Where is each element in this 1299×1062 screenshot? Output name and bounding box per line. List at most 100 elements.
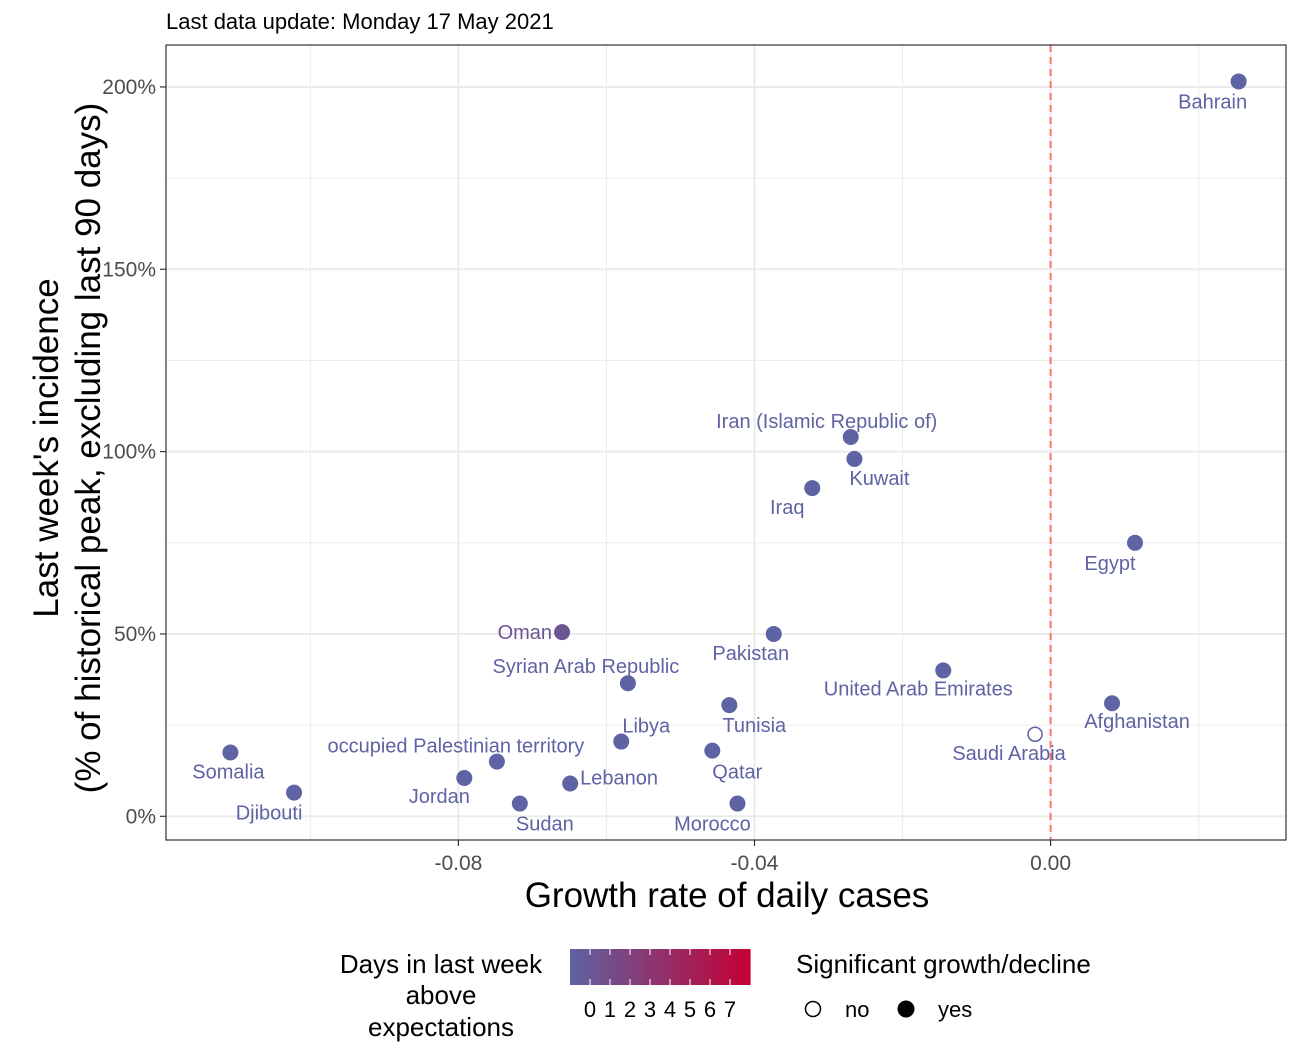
color-bar-segment <box>601 949 607 985</box>
color-bar-segment <box>687 949 693 985</box>
labels-layer: Bahrain Iran (Islamic Republic of) Kuwait I… <box>192 91 1247 835</box>
point-label: Oman <box>498 622 552 644</box>
y-axis-title-line2: (% of historical peak, excluding last 90… <box>69 103 108 794</box>
color-bar-segment <box>579 949 585 985</box>
color-bar-segment <box>615 949 621 985</box>
point-label: Tunisia <box>722 715 787 737</box>
color-bar-segment <box>606 949 612 985</box>
color-bar-segment <box>678 949 684 985</box>
data-point <box>1104 695 1121 712</box>
color-bar-segment <box>669 949 675 985</box>
color-bar-segment <box>588 949 594 985</box>
data-point <box>765 625 782 642</box>
x-tick-label: -0.04 <box>731 852 779 875</box>
point-label: Qatar <box>712 762 762 784</box>
color-bar-segment <box>741 949 747 985</box>
point-label: Bahrain <box>1178 91 1247 113</box>
data-point <box>619 675 636 692</box>
color-bar-segment <box>642 949 648 985</box>
color-bar-segment <box>745 949 751 985</box>
data-point <box>721 697 738 714</box>
color-bar-segment <box>646 949 652 985</box>
color-bar-segment <box>732 949 738 985</box>
color-bar-segment <box>696 949 702 985</box>
color-bar-label: 3 <box>644 997 656 1022</box>
data-point-open <box>1027 726 1043 742</box>
color-legend-title-2: above <box>406 980 477 1010</box>
point-label: Egypt <box>1084 553 1136 575</box>
y-tick-label: 100% <box>102 441 156 464</box>
data-point <box>935 662 952 679</box>
point-label: Afghanistan <box>1084 711 1190 733</box>
color-bar-segment <box>691 949 697 985</box>
point-label: Iran (Islamic Republic of) <box>716 411 937 433</box>
data-point <box>511 795 528 812</box>
data-point <box>488 753 505 770</box>
y-tick-label: 0% <box>126 805 156 828</box>
color-bar-segment <box>714 949 720 985</box>
color-bar-label: 7 <box>724 997 736 1022</box>
data-point <box>804 480 821 497</box>
point-label: Iraq <box>770 497 804 519</box>
data-point <box>562 775 579 792</box>
point-label: United Arab Emirates <box>824 678 1013 700</box>
color-bar-label: 6 <box>704 997 716 1022</box>
point-label: Pakistan <box>712 643 789 665</box>
panel-border <box>165 44 1287 841</box>
color-bar-segment <box>624 949 630 985</box>
color-bar-segment <box>660 949 666 985</box>
color-bar-segment <box>592 949 598 985</box>
shape-legend: Significant growth/decline no yes <box>796 949 1091 1022</box>
color-bar-segment <box>619 949 625 985</box>
color-bar-segment <box>723 949 729 985</box>
color-bar-label: 0 <box>584 997 596 1022</box>
point-label: Jordan <box>409 786 470 808</box>
data-point <box>222 744 239 761</box>
point-label: Syrian Arab Republic <box>493 656 680 678</box>
y-axis-title-line1: Last week's incidence <box>27 278 66 617</box>
x-tick-label: 0.00 <box>1030 852 1071 875</box>
point-label: Morocco <box>674 814 751 836</box>
color-bar-label: 1 <box>604 997 616 1022</box>
color-bar-segment <box>570 949 576 985</box>
data-point <box>554 624 571 641</box>
color-bar-segment <box>709 949 715 985</box>
color-bar-segment <box>633 949 639 985</box>
data-point <box>842 429 859 446</box>
data-point <box>1126 534 1143 551</box>
color-bar-segment <box>700 949 706 985</box>
color-bar-segment <box>651 949 657 985</box>
x-tick-label: -0.08 <box>434 852 482 875</box>
chart-subtitle: Last data update: Monday 17 May 2021 <box>166 9 554 34</box>
shape-legend-title: Significant growth/decline <box>796 949 1091 979</box>
data-point <box>1230 73 1247 90</box>
color-legend-title-1: Days in last week <box>340 949 543 979</box>
color-bar-segment <box>610 949 616 985</box>
y-axis-title: Last week's incidence (% of historical p… <box>27 103 108 794</box>
y-tick-label: 50% <box>114 623 156 646</box>
points-layer <box>222 73 1247 812</box>
point-label: Saudi Arabia <box>952 743 1066 765</box>
color-bar-segment <box>628 949 634 985</box>
data-point <box>704 742 721 759</box>
color-bar-segment <box>736 949 742 985</box>
color-bar-segment <box>597 949 603 985</box>
legend-key-yes <box>897 1000 915 1018</box>
color-legend-title-3: expectations <box>368 1012 514 1042</box>
color-bar-segment <box>655 949 661 985</box>
point-label: Lebanon <box>580 767 658 789</box>
legend-key-no <box>804 1000 822 1018</box>
color-bar-segment <box>727 949 733 985</box>
color-bar-segment <box>673 949 679 985</box>
color-bar-label: 2 <box>624 997 636 1022</box>
color-bar-label: 4 <box>664 997 676 1022</box>
color-bar <box>570 949 751 985</box>
data-point <box>286 784 303 801</box>
data-point <box>456 770 473 787</box>
point-label: Sudan <box>516 814 574 836</box>
legend-label-yes: yes <box>938 997 972 1022</box>
point-label: Somalia <box>192 761 265 783</box>
y-tick-label: 200% <box>102 76 156 99</box>
